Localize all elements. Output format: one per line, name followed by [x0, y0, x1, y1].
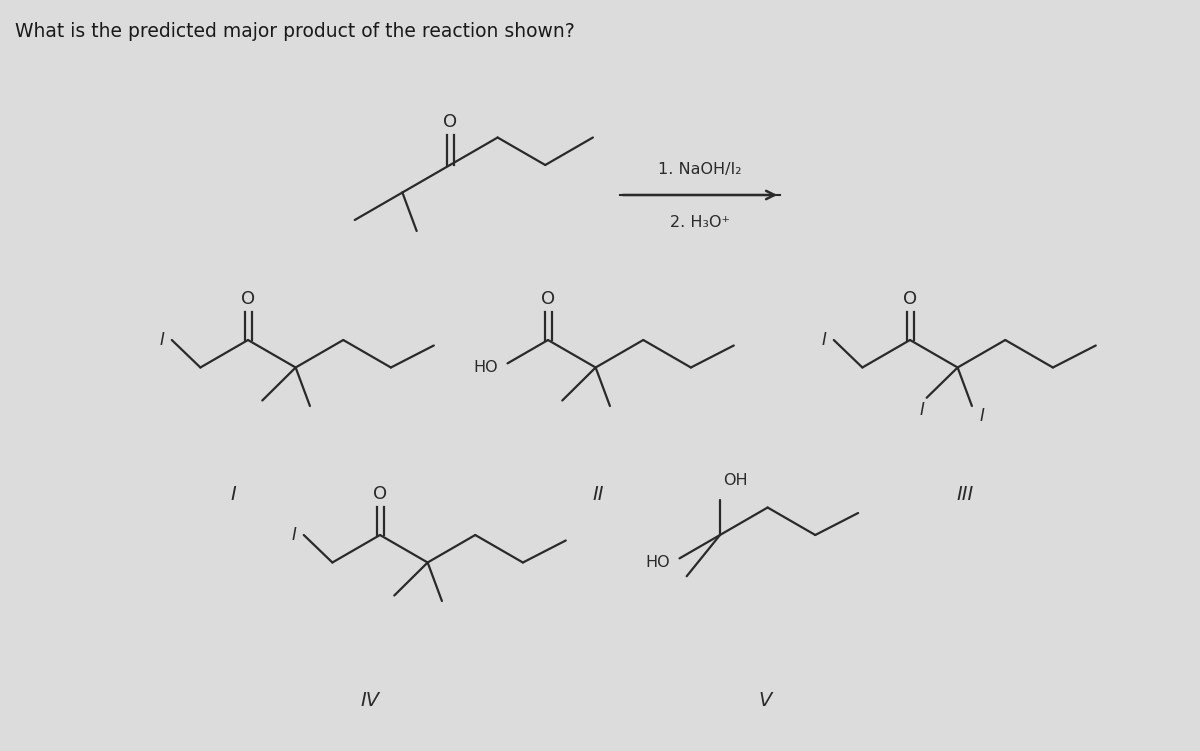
Text: II: II: [593, 485, 604, 505]
Text: O: O: [902, 290, 917, 308]
Text: V: V: [758, 690, 772, 710]
Text: 1. NaOH/I₂: 1. NaOH/I₂: [659, 162, 742, 177]
Text: What is the predicted major product of the reaction shown?: What is the predicted major product of t…: [14, 22, 575, 41]
Text: O: O: [373, 485, 388, 503]
Text: HO: HO: [473, 360, 498, 375]
Text: O: O: [241, 290, 256, 308]
Text: I: I: [822, 331, 827, 349]
Text: HO: HO: [644, 555, 670, 570]
Text: OH: OH: [722, 473, 748, 488]
Text: 2. H₃O⁺: 2. H₃O⁺: [670, 215, 730, 230]
Text: I: I: [160, 331, 164, 349]
Text: I: I: [230, 485, 236, 505]
Text: I: I: [292, 526, 296, 544]
Text: O: O: [541, 290, 556, 308]
Text: III: III: [956, 485, 973, 505]
Text: I: I: [919, 401, 924, 419]
Text: IV: IV: [360, 690, 379, 710]
Text: I: I: [979, 407, 984, 425]
Text: O: O: [443, 113, 457, 131]
